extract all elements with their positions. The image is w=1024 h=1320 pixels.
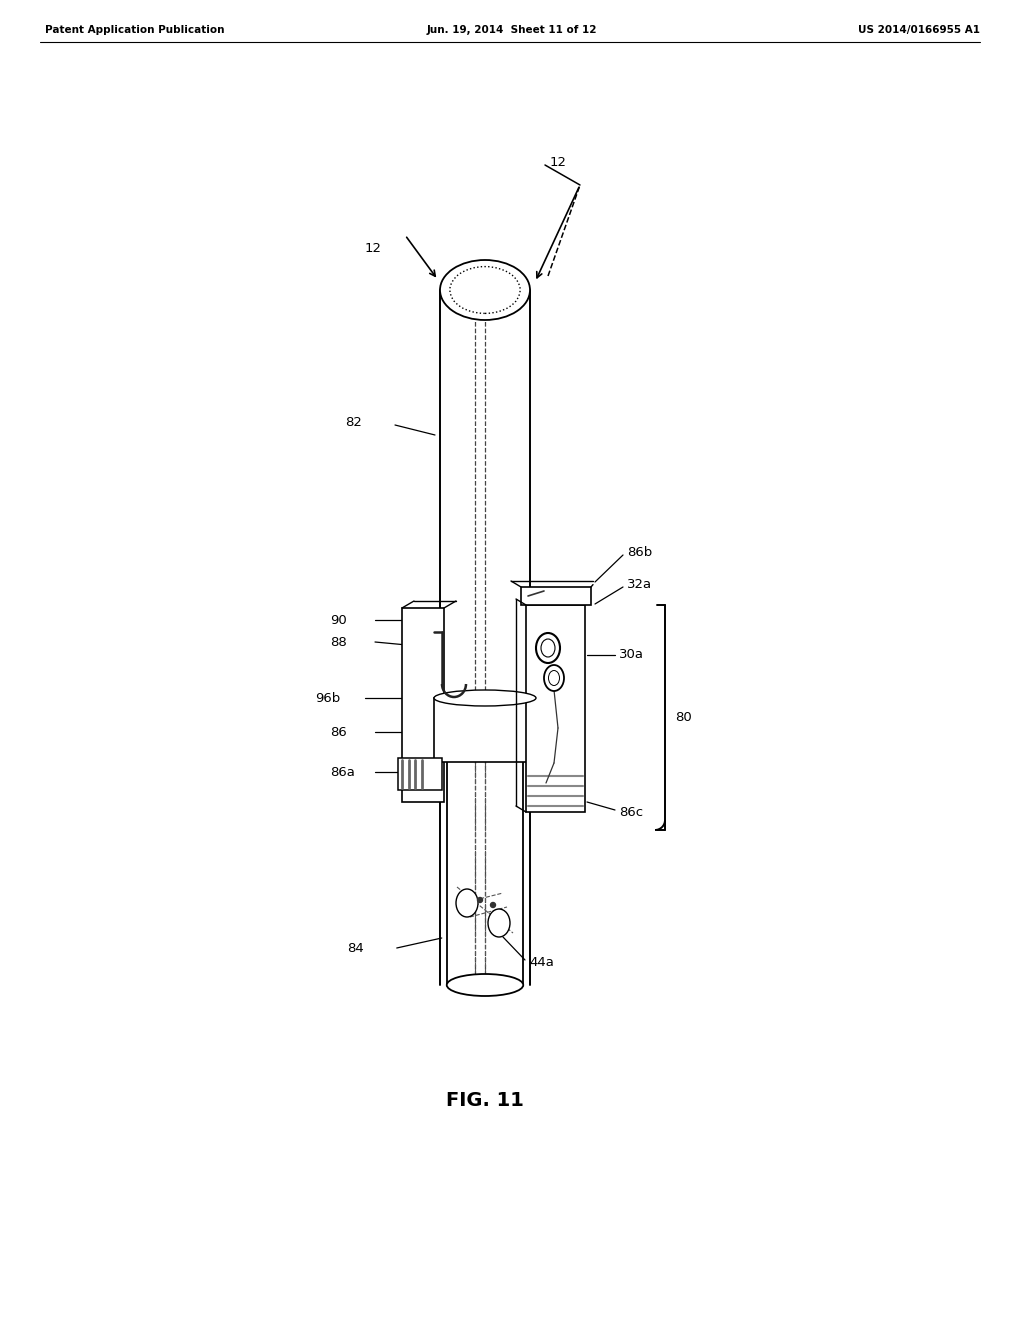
Polygon shape — [526, 605, 585, 812]
Ellipse shape — [488, 909, 510, 937]
Text: 86a: 86a — [330, 766, 355, 779]
Polygon shape — [521, 587, 591, 605]
Ellipse shape — [544, 665, 564, 690]
Text: 84: 84 — [347, 941, 364, 954]
Polygon shape — [434, 698, 536, 762]
Text: 80: 80 — [675, 711, 692, 723]
Text: Patent Application Publication: Patent Application Publication — [45, 25, 224, 36]
Text: US 2014/0166955 A1: US 2014/0166955 A1 — [858, 25, 980, 36]
Text: 88: 88 — [330, 635, 347, 648]
Text: FIG. 11: FIG. 11 — [446, 1090, 524, 1110]
Ellipse shape — [536, 634, 560, 663]
Ellipse shape — [549, 671, 559, 685]
Ellipse shape — [450, 267, 520, 313]
Circle shape — [490, 903, 496, 908]
Ellipse shape — [541, 639, 555, 657]
Text: 86: 86 — [330, 726, 347, 738]
Text: 44a: 44a — [529, 957, 554, 969]
Text: 30a: 30a — [618, 648, 644, 661]
Text: 86c: 86c — [618, 805, 643, 818]
Text: 86b: 86b — [627, 545, 652, 558]
Text: Jun. 19, 2014  Sheet 11 of 12: Jun. 19, 2014 Sheet 11 of 12 — [427, 25, 597, 36]
Circle shape — [477, 898, 482, 903]
Text: 12: 12 — [365, 242, 382, 255]
Text: 32a: 32a — [627, 578, 652, 591]
Ellipse shape — [440, 260, 530, 319]
Text: 82: 82 — [345, 417, 361, 429]
Text: 12: 12 — [550, 156, 567, 169]
Ellipse shape — [434, 690, 536, 706]
Ellipse shape — [456, 888, 478, 917]
Text: 90: 90 — [330, 614, 347, 627]
Polygon shape — [402, 609, 444, 803]
Polygon shape — [398, 758, 442, 789]
Ellipse shape — [446, 974, 523, 997]
Text: 96b: 96b — [315, 692, 340, 705]
